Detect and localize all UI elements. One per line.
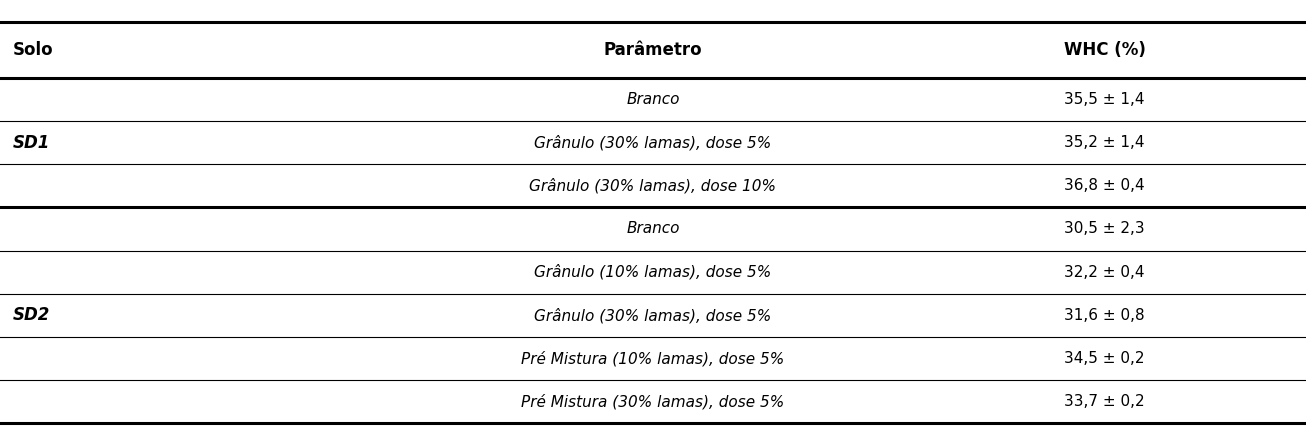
Text: Branco: Branco [627,222,679,236]
Text: Grânulo (30% lamas), dose 10%: Grânulo (30% lamas), dose 10% [529,178,777,194]
Text: 35,2 ± 1,4: 35,2 ± 1,4 [1064,135,1145,150]
Text: Grânulo (30% lamas), dose 5%: Grânulo (30% lamas), dose 5% [534,135,772,150]
Text: SD2: SD2 [13,306,51,324]
Text: Grânulo (30% lamas), dose 5%: Grânulo (30% lamas), dose 5% [534,308,772,323]
Text: WHC (%): WHC (%) [1064,41,1147,59]
Text: Parâmetro: Parâmetro [603,41,703,59]
Text: 33,7 ± 0,2: 33,7 ± 0,2 [1064,394,1145,409]
Text: 34,5 ± 0,2: 34,5 ± 0,2 [1064,351,1145,366]
Text: Solo: Solo [13,41,54,59]
Text: Pré Mistura (10% lamas), dose 5%: Pré Mistura (10% lamas), dose 5% [521,351,785,366]
Text: 36,8 ± 0,4: 36,8 ± 0,4 [1064,178,1145,193]
Text: 31,6 ± 0,8: 31,6 ± 0,8 [1064,308,1145,323]
Text: 30,5 ± 2,3: 30,5 ± 2,3 [1064,222,1145,236]
Text: Pré Mistura (30% lamas), dose 5%: Pré Mistura (30% lamas), dose 5% [521,394,785,410]
Text: Grânulo (10% lamas), dose 5%: Grânulo (10% lamas), dose 5% [534,264,772,280]
Text: 35,5 ± 1,4: 35,5 ± 1,4 [1064,92,1145,107]
Text: SD1: SD1 [13,133,51,152]
Text: Branco: Branco [627,92,679,107]
Text: 32,2 ± 0,4: 32,2 ± 0,4 [1064,265,1145,280]
